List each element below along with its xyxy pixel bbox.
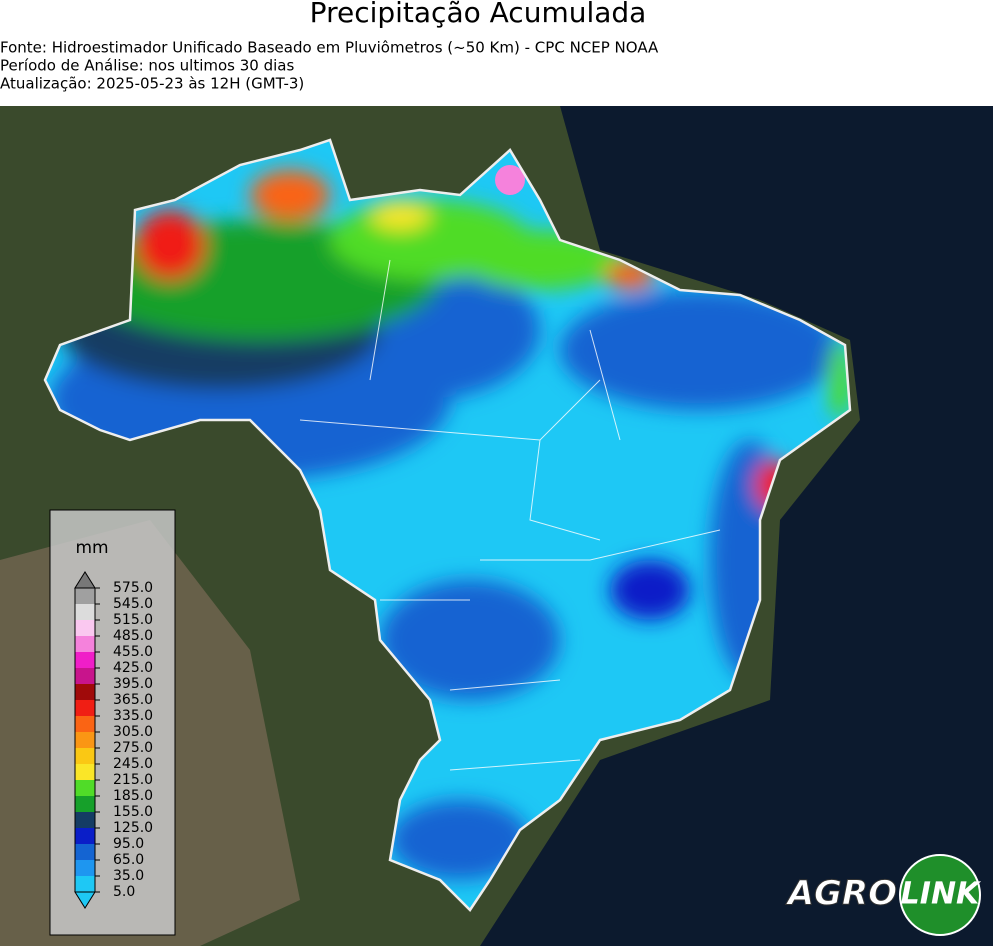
colorbar-tick-label: 215.0 — [113, 772, 153, 788]
colorbar-tick-label: 575.0 — [113, 580, 153, 596]
logo: AGRO LINK — [784, 854, 982, 936]
colorbar-tick-label: 155.0 — [113, 804, 153, 820]
colorbar-tick-label: 125.0 — [113, 820, 153, 836]
colorbar-tick-label: 305.0 — [113, 724, 153, 740]
source-line: Atualização: 2025-05-23 às 12H (GMT-3) — [0, 75, 304, 93]
colorbar-band — [75, 796, 95, 812]
colorbar-band — [75, 652, 95, 668]
colorbar-band — [75, 780, 95, 796]
colorbar-tick-label: 95.0 — [113, 836, 144, 852]
colorbar-band — [75, 604, 95, 620]
colorbar-tick-label: 455.0 — [113, 644, 153, 660]
colorbar-tick-label: 335.0 — [113, 708, 153, 724]
source-line: Período de Análise: nos ultimos 30 dias — [0, 57, 294, 75]
colorbar-tick-label: 5.0 — [113, 884, 135, 900]
colorbar-frame — [74, 587, 96, 893]
colorbar: mm 5.035.065.095.0125.0155.0185.0215.024… — [49, 509, 176, 936]
colorbar-band — [75, 748, 95, 764]
colorbar-tick-label: 545.0 — [113, 596, 153, 612]
colorbar-band — [75, 700, 95, 716]
colorbar-tick-label: 395.0 — [113, 676, 153, 692]
colorbar-tick-label: 515.0 — [113, 612, 153, 628]
colorbar-tick-label: 65.0 — [113, 852, 144, 868]
colorbar-band — [75, 764, 95, 780]
colorbar-band — [75, 620, 95, 636]
title: Precipitação Acumulada — [310, 0, 647, 29]
colorbar-band — [75, 732, 95, 748]
colorbar-band — [75, 828, 95, 844]
logo-circle — [899, 854, 981, 936]
colorbar-band — [75, 860, 95, 876]
colorbar-tick-label: 185.0 — [113, 788, 153, 804]
logo-text: AGRO — [785, 874, 897, 914]
colorbar-band — [75, 812, 95, 828]
colorbar-tick-label: 35.0 — [113, 868, 144, 884]
colorbar-unit: mm — [75, 538, 108, 558]
colorbar-band — [75, 668, 95, 684]
border — [43, 138, 852, 912]
colorbar-band — [75, 876, 95, 892]
colorbar-tick-label: 365.0 — [113, 692, 153, 708]
colorbar-band — [75, 844, 95, 860]
colorbar-box — [49, 509, 176, 936]
colorbar-band — [75, 636, 95, 652]
colorbar-tick-label: 275.0 — [113, 740, 153, 756]
colorbar-tick-label: 485.0 — [113, 628, 153, 644]
logo-text: LINK — [901, 877, 982, 912]
colorbar-tick-label: 245.0 — [113, 756, 153, 772]
state-borders — [299, 259, 721, 771]
colorbar-band — [75, 684, 95, 700]
colorbar-band — [75, 716, 95, 732]
colorbar-tick-label: 425.0 — [113, 660, 153, 676]
source-line: Fonte: Hidroestimador Unificado Baseado … — [0, 39, 659, 57]
colorbar-band — [75, 588, 95, 604]
